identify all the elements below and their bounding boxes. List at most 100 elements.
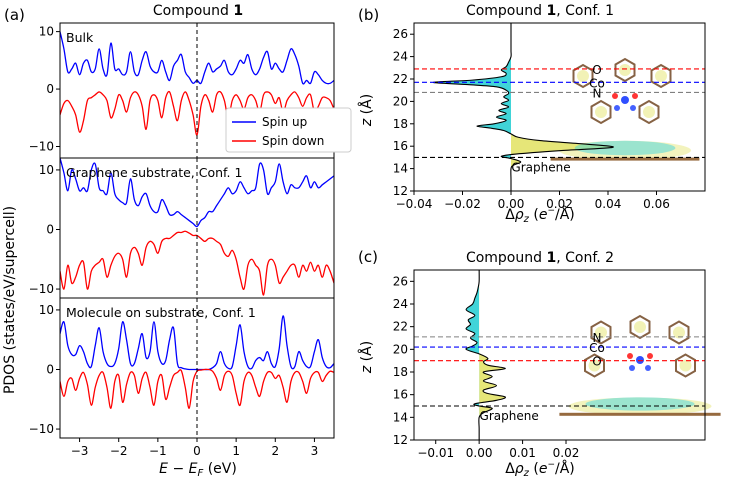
y-tick-label: 22 (393, 72, 408, 86)
spin-up-line (60, 158, 334, 228)
y-tick-label: 12 (393, 184, 408, 198)
y-tick-label: 0 (46, 362, 54, 376)
x-tick-label: 0.02 (546, 197, 573, 211)
y-tick-label: 22 (393, 320, 408, 334)
x-tick-label: 2 (271, 444, 279, 458)
x-tick-label: 0.04 (595, 197, 622, 211)
density-lobe (643, 106, 655, 118)
level-label-graphene: Graphene (480, 409, 539, 423)
density-lobe (595, 106, 607, 118)
y-tick-label: 16 (393, 388, 408, 402)
x-tick-label: 0.00 (498, 197, 525, 211)
y-tick-label: 0 (46, 222, 54, 236)
positive-area (479, 270, 506, 440)
nitrogen-atom (645, 365, 651, 371)
x-tick-label: 0.01 (509, 446, 536, 460)
aromatic-ring (650, 63, 672, 89)
nitrogen-atom (630, 105, 636, 111)
y-tick-label: 14 (393, 162, 408, 176)
y-tick-label: 20 (393, 342, 408, 356)
y-tick-label: 10 (39, 303, 54, 317)
x-tick-label: −0.01 (417, 446, 454, 460)
density-lobe (679, 359, 692, 372)
aromatic-ring (668, 320, 690, 345)
y-tick-label: 0 (46, 82, 54, 96)
negative-area (466, 281, 480, 429)
subplot-annotation: Graphene substrate, Conf. 1 (66, 165, 242, 180)
aromatic-ring (584, 353, 605, 378)
panel-a-subplot-molecule: −10 0 10 Molecule on substrate, Conf. 1 (29, 297, 335, 439)
x-tick-label: −0.04 (396, 197, 433, 211)
x-tick-label: −2 (110, 444, 128, 458)
level-label-co: Co (589, 341, 605, 355)
panel-c-letter: (c) (358, 248, 378, 266)
cobalt-atom (621, 96, 629, 104)
aromatic-ring (590, 320, 612, 345)
oxygen-atom (612, 93, 618, 99)
x-tick-label: 3 (311, 444, 319, 458)
x-tick-label: 0.02 (553, 446, 580, 460)
y-tick-label: 16 (393, 139, 408, 153)
legend-box (225, 107, 352, 153)
plot-frame (413, 269, 706, 441)
panel-a-xlabel: E − EF (eV) (159, 461, 237, 478)
y-tick-label: −10 (29, 140, 54, 154)
density-lobe (577, 70, 589, 82)
x-tick-label: 0 (193, 444, 201, 458)
density-lobe (588, 359, 601, 372)
aromatic-ring (629, 314, 651, 340)
x-tick-label: −0.02 (444, 197, 481, 211)
panel-a-letter: (a) (4, 6, 25, 24)
aromatic-ring (638, 99, 660, 125)
molecule-structure-image (550, 57, 700, 161)
graphene-layer (550, 157, 700, 161)
y-tick-label: 10 (39, 25, 54, 39)
oxygen-atom (632, 93, 638, 99)
level-label-n: N (593, 331, 602, 345)
panel-a-subplot-graphene: −10 0 10 Graphene substrate, Conf. 1 (29, 157, 335, 299)
y-tick-label: 26 (393, 27, 408, 41)
profile-line (432, 23, 614, 191)
density-cloud-cyan (585, 397, 695, 411)
nitrogen-atom (614, 105, 620, 111)
density-lobe (634, 321, 646, 333)
oxygen-atom (627, 353, 633, 359)
y-tick-label: 24 (393, 297, 408, 311)
panel-b-ylabel: z (Å) (358, 94, 375, 127)
level-label-o: O (592, 63, 601, 77)
panel-a-title: Compound 1 (153, 3, 243, 19)
aromatic-ring (614, 57, 636, 83)
x-tick-label: −3 (71, 444, 89, 458)
panel-b-letter: (b) (358, 6, 379, 24)
level-label-o: O (592, 355, 601, 369)
y-tick-label: 24 (393, 50, 408, 64)
panel-c-ylabel: z (Å) (358, 341, 375, 374)
panel-b-xlabel: Δρz (e−/Å) (505, 206, 575, 225)
panel-a-x-ticks: −3 −2 −1 0 1 2 3 (71, 438, 319, 458)
panel-c-xlabel: Δρz (e−/Å) (505, 460, 575, 478)
panel-a-legend: Spin up Spin down (225, 107, 352, 153)
density-cloud-yellow (559, 140, 691, 160)
legend-label-spin-down: Spin down (262, 134, 324, 148)
nitrogen-atom (629, 365, 635, 371)
x-tick-label: 0.06 (643, 197, 670, 211)
x-tick-label: 0.00 (466, 446, 493, 460)
density-lobe (655, 70, 667, 82)
panel-a-subplot-bulk: −10 0 10 Bulk (29, 22, 335, 159)
molecule-structure-image (559, 314, 721, 416)
cobalt-atom (636, 356, 644, 364)
profile-line (465, 269, 507, 441)
density-lobe (673, 326, 685, 339)
y-tick-label: −10 (29, 422, 54, 436)
level-label-co: Co (589, 76, 605, 90)
y-tick-label: 10 (39, 163, 54, 177)
graphene-layer (559, 412, 721, 416)
x-tick-label: −1 (149, 444, 167, 458)
y-tick-label: 14 (393, 410, 408, 424)
y-tick-label: 20 (393, 94, 408, 108)
level-label-n: N (593, 86, 602, 100)
